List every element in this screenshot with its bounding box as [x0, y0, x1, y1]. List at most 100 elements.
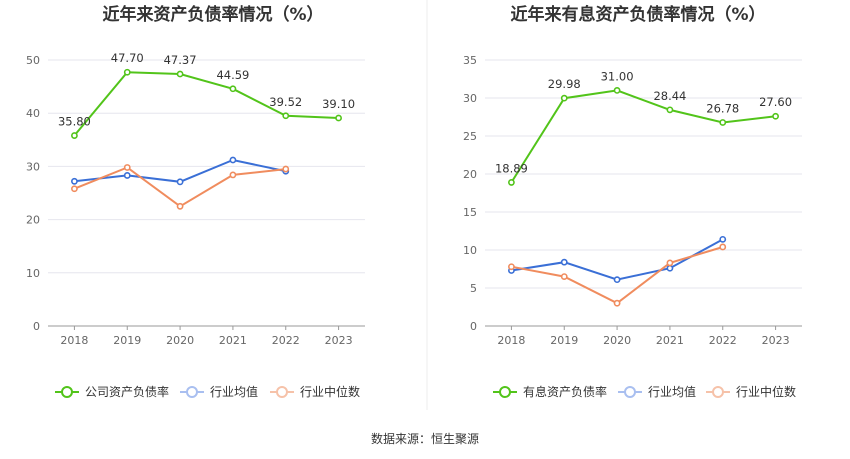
legend-marker-industry-median [276, 386, 288, 398]
legend-label-company: 公司资产负债率 [85, 384, 169, 399]
data-label: 35.80 [58, 115, 91, 129]
legend-label-industry-median: 行业中位数 [300, 384, 360, 399]
y-tick-label: 0 [470, 320, 477, 333]
legend-marker-industry-avg-right [624, 386, 636, 398]
y-tick-label: 10 [26, 267, 40, 280]
data-point-industry-median[interactable] [560, 273, 568, 280]
data-point-industry-median[interactable] [508, 263, 515, 271]
data-point-industry-median[interactable] [719, 243, 727, 251]
legend-marker-company [61, 386, 73, 398]
data-point-industry-median[interactable] [229, 171, 237, 179]
legend-item-interest-bearing[interactable]: 有息资产负债率 [493, 384, 607, 399]
series-line-primary [510, 89, 776, 183]
data-label: 31.00 [601, 69, 634, 83]
data-point-primary[interactable] [229, 85, 237, 93]
data-point-primary[interactable] [176, 70, 184, 78]
data-point-primary[interactable] [772, 112, 779, 120]
legend-label-interest-bearing: 有息资产负债率 [523, 384, 607, 399]
x-tick-label: 2022 [709, 334, 737, 347]
x-tick-label: 2021 [656, 334, 684, 347]
x-tick-label: 2021 [219, 334, 247, 347]
legend-item-industry-median-right[interactable]: 行业中位数 [706, 384, 796, 399]
series-line-primary [73, 71, 339, 137]
data-point-industry-avg[interactable] [560, 258, 568, 266]
x-tick-label: 2023 [325, 334, 353, 347]
y-tick-label: 35 [463, 54, 477, 67]
data-point-primary[interactable] [560, 94, 568, 102]
data-label: 47.37 [164, 53, 197, 67]
series-line-industry-median [74, 166, 286, 208]
x-tick-label: 2020 [166, 334, 194, 347]
x-tick-label: 2023 [762, 334, 790, 347]
legend-item-industry-avg[interactable]: 行业均值 [180, 384, 258, 399]
legend-label-industry-median-right: 行业中位数 [736, 384, 796, 399]
data-point-industry-median[interactable] [282, 165, 290, 173]
data-label: 47.70 [111, 51, 144, 65]
y-tick-label: 40 [26, 107, 40, 120]
x-tick-label: 2019 [550, 334, 578, 347]
data-source: 数据来源：恒生聚源 [371, 431, 479, 446]
data-point-primary[interactable] [508, 179, 515, 186]
chart-right-legend: 有息资产负债率 行业均值 行业中位数 [493, 384, 796, 399]
data-point-industry-avg[interactable] [176, 178, 184, 186]
y-tick-label: 25 [463, 130, 477, 143]
y-tick-label: 5 [470, 282, 477, 295]
chart-left-title: 近年来资产负债率情况（%） [102, 4, 323, 25]
data-point-primary[interactable] [71, 132, 78, 139]
data-point-industry-avg[interactable] [71, 177, 78, 185]
y-tick-label: 0 [33, 320, 40, 333]
legend-label-industry-avg: 行业均值 [210, 384, 258, 399]
data-point-industry-avg[interactable] [666, 264, 674, 272]
legend-item-industry-avg-right[interactable]: 行业均值 [618, 384, 696, 399]
chart-left-legend: 公司资产负债率 行业均值 行业中位数 [55, 384, 360, 399]
chart-right-title: 近年来有息资产负债率情况（%） [510, 4, 765, 25]
y-tick-label: 10 [463, 244, 477, 257]
y-tick-label: 15 [463, 206, 477, 219]
data-point-primary[interactable] [613, 87, 621, 94]
data-point-industry-median[interactable] [71, 185, 78, 193]
legend-item-company[interactable]: 公司资产负债率 [55, 384, 169, 399]
data-point-primary[interactable] [719, 119, 727, 126]
x-tick-label: 2018 [60, 334, 88, 347]
data-label: 39.52 [269, 95, 302, 109]
legend-item-industry-median[interactable]: 行业中位数 [270, 384, 360, 399]
y-tick-label: 20 [463, 168, 477, 181]
y-tick-label: 20 [26, 214, 40, 227]
data-point-primary[interactable] [335, 114, 342, 122]
data-point-primary[interactable] [282, 112, 290, 120]
chart-right-plot: 0 5 10 15 20 25 30 35 2018 2019 2020 2021 2022 2023 18… [463, 54, 802, 347]
y-tick-label: 30 [26, 160, 40, 173]
data-point-industry-avg[interactable] [719, 235, 727, 243]
data-point-primary[interactable] [666, 106, 674, 114]
y-tick-label: 30 [463, 92, 477, 105]
data-point-primary[interactable] [123, 68, 131, 76]
data-point-industry-median[interactable] [666, 259, 674, 267]
data-label: 44.59 [216, 68, 249, 82]
x-tick-label: 2018 [497, 334, 525, 347]
data-point-industry-avg[interactable] [229, 156, 237, 164]
data-point-industry-median[interactable] [176, 202, 184, 210]
data-point-industry-median[interactable] [123, 164, 131, 171]
chart-left: 近年来资产负债率情况（%） 0 10 20 30 40 50 2018 2019 2020 202… [26, 4, 365, 399]
x-tick-label: 2019 [113, 334, 141, 347]
y-tick-label: 50 [26, 54, 40, 67]
data-point-industry-avg[interactable] [123, 172, 131, 179]
data-label: 27.60 [759, 95, 792, 109]
data-label: 29.98 [548, 77, 581, 91]
data-label: 18.89 [495, 161, 528, 175]
data-point-industry-avg[interactable] [613, 276, 621, 284]
legend-marker-interest-bearing [499, 386, 511, 398]
legend-label-industry-avg-right: 行业均值 [648, 384, 696, 399]
chart-right: 近年来有息资产负债率情况（%） 0 5 10 15 20 25 30 35 2018 2019 20… [463, 4, 802, 399]
x-tick-label: 2022 [272, 334, 300, 347]
data-label: 28.44 [653, 89, 686, 103]
chart-left-plot: 0 10 20 30 40 50 2018 2019 2020 2021 2022 2023 35.80… [26, 51, 365, 347]
legend-marker-industry-avg [186, 386, 198, 398]
data-label: 26.78 [706, 101, 739, 115]
x-tick-label: 2020 [603, 334, 631, 347]
legend-marker-industry-median-right [712, 386, 724, 398]
data-label: 39.10 [322, 97, 355, 111]
series-line-industry-median [511, 246, 724, 305]
data-point-industry-median[interactable] [613, 299, 621, 307]
